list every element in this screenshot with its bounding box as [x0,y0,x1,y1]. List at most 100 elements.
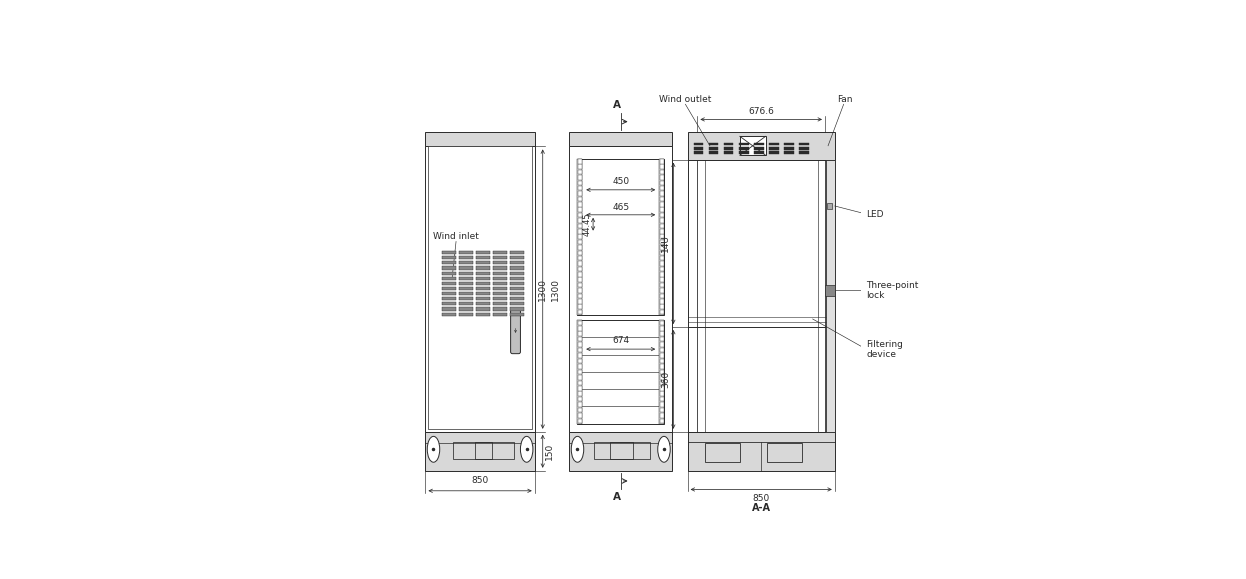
Bar [659,386,664,391]
Bar [476,287,490,290]
Bar [724,152,734,154]
Bar [799,152,809,154]
Bar [493,297,507,301]
Bar [659,326,664,331]
Bar [784,142,794,145]
Bar [442,282,456,285]
Bar [476,256,490,259]
Bar [578,397,582,401]
Bar [709,147,719,149]
Bar [659,408,664,412]
Bar [578,197,582,201]
Text: 360: 360 [662,371,670,388]
Bar [454,442,492,459]
Text: A-A: A-A [751,503,771,513]
Bar [460,287,472,290]
Bar [442,287,456,290]
Bar [510,277,523,280]
Bar [442,277,456,280]
Bar [510,261,523,265]
Bar [578,175,582,179]
Bar [460,251,472,254]
Bar [476,251,490,254]
Bar [659,305,664,309]
Bar [578,348,582,353]
Text: 674: 674 [612,336,629,345]
Bar [754,142,764,145]
Bar [578,277,582,282]
Bar [493,307,507,310]
Bar [659,320,664,424]
Bar [739,147,749,149]
Bar [442,297,456,301]
Bar [825,285,835,296]
Bar [688,132,835,160]
Bar [510,266,523,270]
Bar [578,207,582,212]
Bar [493,287,507,290]
Bar [659,397,664,401]
Bar [578,181,582,185]
Bar [659,202,664,207]
Bar [578,413,582,418]
Bar [460,313,472,316]
Bar [578,202,582,207]
Bar [510,272,523,274]
Bar [578,294,582,298]
Bar [694,152,703,154]
Ellipse shape [427,437,440,462]
Bar [569,146,672,432]
Bar [476,307,490,310]
Bar [578,288,582,293]
Bar [442,261,456,265]
Bar [577,320,664,424]
Text: Fan: Fan [837,96,852,104]
Bar [659,321,664,325]
Bar [578,229,582,233]
Bar [659,342,664,347]
Bar [578,321,582,325]
Text: 676.6: 676.6 [749,107,774,116]
Bar [659,164,664,169]
Bar [784,147,794,149]
Bar [429,146,532,429]
Bar [476,302,490,306]
Bar [659,419,664,423]
Bar [827,203,831,208]
Bar [510,302,523,306]
Bar [476,261,490,265]
Bar [578,331,582,336]
Bar [659,181,664,185]
Bar [493,292,507,295]
Bar [460,261,472,265]
Bar [578,375,582,380]
Bar [659,283,664,287]
Bar [709,152,719,154]
Bar [442,307,456,310]
Bar [659,234,664,239]
Bar [510,256,523,259]
Bar [694,147,703,149]
Bar [659,218,664,223]
Bar [578,305,582,309]
Bar [659,191,664,196]
Text: 850: 850 [471,477,488,485]
Bar [425,432,535,471]
Bar [493,302,507,306]
Text: LED: LED [866,210,883,219]
Bar [659,375,664,380]
Bar [493,256,507,259]
Bar [754,152,764,154]
Bar [659,402,664,407]
Bar [442,313,456,316]
Bar [578,342,582,347]
Bar [659,413,664,418]
Bar [578,267,582,271]
Bar [659,353,664,358]
Bar [460,266,472,270]
Bar [425,132,535,146]
Bar [659,299,664,303]
Bar [510,251,523,254]
Bar [659,197,664,201]
Bar [442,272,456,274]
